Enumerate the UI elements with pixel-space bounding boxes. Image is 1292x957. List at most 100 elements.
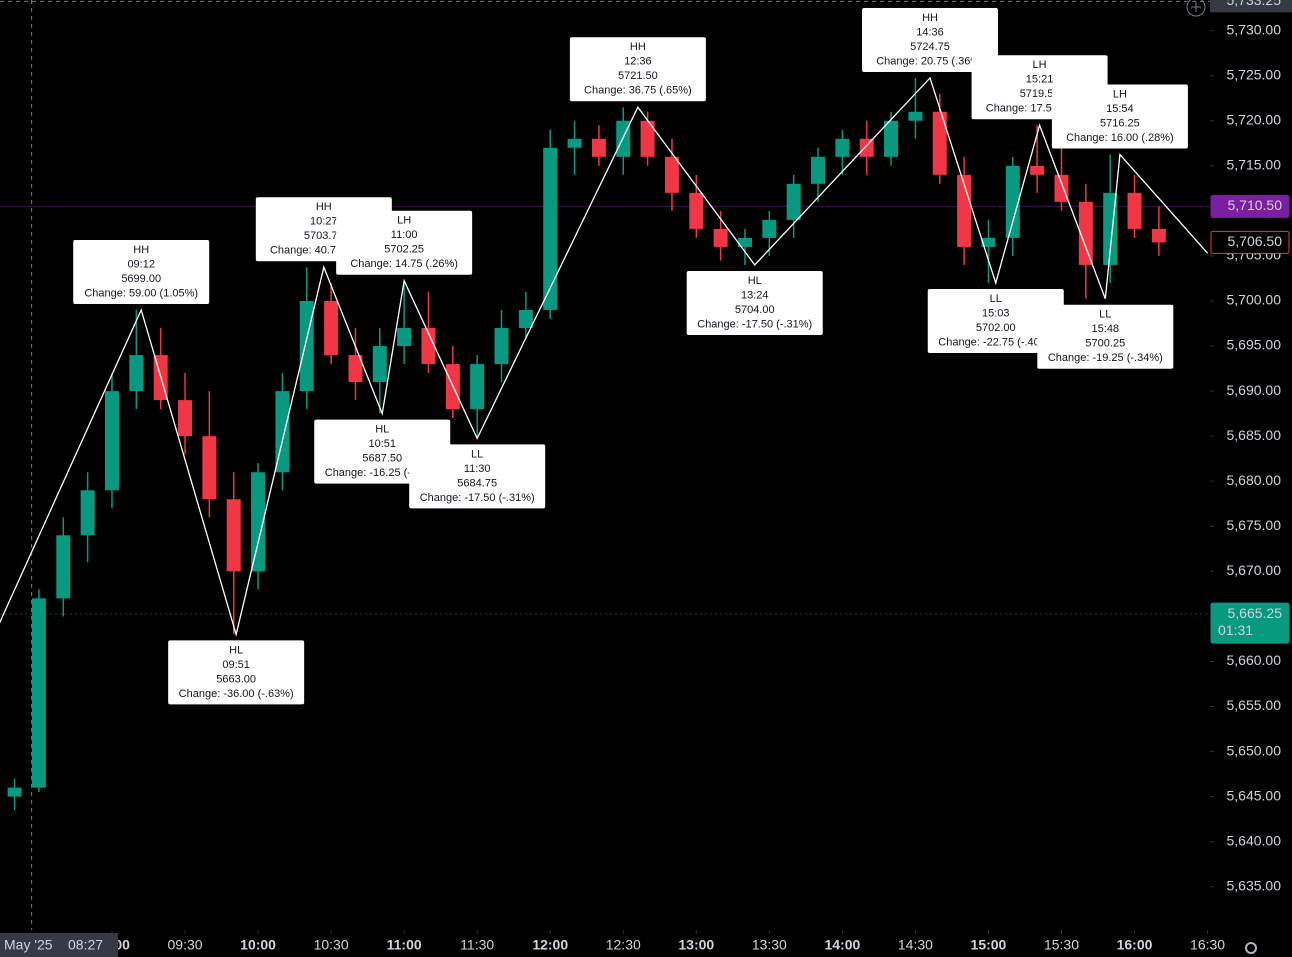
label-box <box>73 240 210 304</box>
pivot-label: LL 15:48 5700.25 Change: -19.25 (-.34%) <box>1037 304 1174 369</box>
y-tick-label: 5,680.00 <box>1227 472 1282 488</box>
label-price: 5724.75 <box>910 41 950 53</box>
label-price: 5721.50 <box>618 70 658 82</box>
label-time: 10:27 <box>310 216 338 228</box>
candle-body <box>202 436 217 500</box>
candle-body <box>348 355 363 383</box>
label-change: Change: 59.00 (1.05%) <box>84 287 198 299</box>
label-price: 5704.00 <box>735 304 775 316</box>
x-tick-label: 10:00 <box>240 937 276 953</box>
candle-body <box>470 364 485 410</box>
candle-body <box>494 328 509 365</box>
candle-body <box>713 228 728 247</box>
label-box <box>927 288 1064 353</box>
add-icon[interactable] <box>1186 0 1206 17</box>
crosshair-time-box <box>0 933 118 957</box>
crosshair-date: May '25 <box>4 937 53 953</box>
label-change: Change: -19.25 (-.34%) <box>1048 352 1163 364</box>
plot-area: HH 09:12 5699.00 Change: 59.00 (1.05%) HL 09:… <box>0 0 1210 930</box>
label-price: 5684.75 <box>457 477 497 489</box>
candle-body <box>859 138 874 157</box>
candle-body <box>1054 174 1069 202</box>
candle-body <box>1005 165 1020 238</box>
x-tick-label: 11:00 <box>387 937 422 953</box>
candle-body <box>80 490 95 536</box>
label-kind: LH <box>1113 88 1127 100</box>
candle-body <box>421 328 436 365</box>
candle-body <box>1030 165 1045 175</box>
price-tag <box>1210 194 1290 218</box>
candle-body <box>104 391 119 491</box>
candle-body <box>786 183 801 220</box>
x-tick-label: 12:00 <box>532 937 568 953</box>
label-kind: HL <box>229 644 243 656</box>
label-change: Change: 16.00 (.28%) <box>1066 132 1174 144</box>
pivot-label: LH 11:00 5702.25 Change: 14.75 (.26%) <box>336 210 473 275</box>
candle-body <box>664 156 679 193</box>
label-price: 5700.25 <box>1085 338 1125 350</box>
label-kind: HH <box>922 12 938 24</box>
candle-body <box>178 400 193 437</box>
label-kind: HH <box>316 201 332 213</box>
zigzag-line <box>0 76 1209 637</box>
x-tick-label: 09:30 <box>168 937 203 953</box>
x-tick-label: 16:00 <box>1117 937 1153 953</box>
candle-body <box>518 310 533 329</box>
candle-body <box>1151 228 1166 243</box>
y-tick-label: 5,635.00 <box>1227 877 1282 893</box>
candle-body <box>56 535 71 599</box>
label-box <box>168 640 305 705</box>
label-box <box>1037 304 1174 369</box>
candle-body <box>567 138 582 148</box>
label-kind: LL <box>471 448 483 460</box>
label-box <box>1051 84 1188 149</box>
label-time: 10:51 <box>368 438 396 450</box>
candle-body <box>397 328 412 347</box>
label-box <box>336 210 473 275</box>
x-tick-label: 13:00 <box>678 937 714 953</box>
label-kind: LH <box>1033 59 1047 71</box>
price-tag <box>1210 230 1290 254</box>
candle-body <box>324 300 339 356</box>
y-tick-label: 5,715.00 <box>1227 157 1282 173</box>
x-tick-label: 11:30 <box>460 937 494 953</box>
pivot-label: LL 15:03 5702.00 Change: -22.75 (-.40%) <box>927 288 1064 353</box>
label-time: 09:51 <box>222 659 250 671</box>
candle-body <box>251 472 266 572</box>
candle-body <box>372 346 387 383</box>
pivot-label: HH 14:36 5724.75 Change: 20.75 (.36%) <box>862 7 999 72</box>
x-tick-label: 10:30 <box>314 937 349 953</box>
label-change: Change: -17.50 (-.31%) <box>697 318 812 330</box>
x-tick-label: 15:00 <box>971 937 1007 953</box>
candle-body <box>640 120 655 157</box>
pivot-label: LL 11:30 5684.75 Change: -17.50 (-.31%) <box>409 444 546 509</box>
crosshair-price: 5,733.25 <box>1227 0 1282 8</box>
label-time: 13:24 <box>741 289 769 301</box>
label-box <box>686 270 823 335</box>
label-time: 15:54 <box>1106 103 1134 115</box>
candle-body <box>981 237 996 247</box>
label-price: 5703.75 <box>304 230 344 242</box>
pivot-label: LH 15:54 5716.25 Change: 16.00 (.28%) <box>1051 84 1188 149</box>
label-change: Change: 14.75 (.26%) <box>350 258 458 270</box>
candle-body <box>1127 192 1142 229</box>
label-time: 15:48 <box>1092 323 1120 335</box>
candle-body <box>31 598 46 788</box>
label-price: 5699.00 <box>121 273 161 285</box>
candle-body <box>884 120 899 157</box>
crosshair-time: 08:27 <box>68 937 103 953</box>
label-price: 5663.00 <box>216 673 256 685</box>
add-icon-plus <box>1191 2 1201 12</box>
y-tick-label: 5,675.00 <box>1227 517 1282 533</box>
pivot-label: HL 09:51 5663.00 Change: -36.00 (-.63%) <box>168 640 305 705</box>
settings-icon[interactable] <box>1245 942 1257 954</box>
x-tick-label: 15:30 <box>1044 937 1079 953</box>
price-tag-label: 5,710.50 <box>1228 197 1283 213</box>
x-tick-label: 13:30 <box>752 937 787 953</box>
candle-body <box>299 300 314 392</box>
price-tag <box>1210 602 1290 644</box>
x-tick-label: 14:30 <box>898 937 933 953</box>
x-tick-label: 14:00 <box>824 937 860 953</box>
